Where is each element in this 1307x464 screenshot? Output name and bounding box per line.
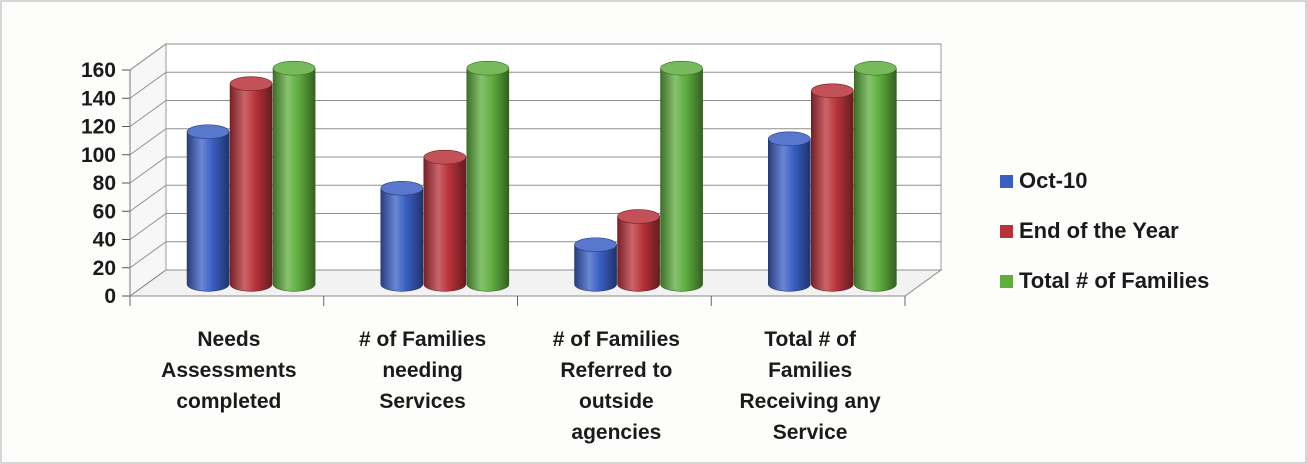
bar-body bbox=[768, 138, 811, 292]
bar-cap bbox=[380, 180, 424, 196]
y-tick-label: 100 bbox=[81, 144, 116, 167]
bar bbox=[811, 83, 854, 292]
category-label: Needs Assessments completed bbox=[161, 328, 296, 413]
bar-body bbox=[423, 156, 467, 292]
bar-cap bbox=[466, 60, 510, 76]
gridline-side bbox=[129, 71, 167, 99]
y-tick-label: 140 bbox=[81, 87, 116, 110]
bar bbox=[380, 180, 424, 292]
bar-body bbox=[574, 244, 617, 292]
bar-body bbox=[380, 187, 424, 292]
y-tick-label: 120 bbox=[81, 116, 116, 139]
bar-body bbox=[272, 67, 316, 292]
bar bbox=[186, 124, 230, 292]
legend-label: End of the Year bbox=[1019, 218, 1179, 243]
bar bbox=[423, 149, 467, 292]
y-tick-label: 160 bbox=[81, 59, 116, 82]
gridline-side bbox=[129, 156, 167, 184]
bar bbox=[466, 60, 510, 292]
category-label: # of Families Referred to outside agencies bbox=[553, 328, 680, 444]
legend-swatch bbox=[1000, 225, 1013, 238]
bar-body bbox=[466, 67, 510, 292]
legend-label: Total # of Families bbox=[1019, 268, 1209, 293]
bar bbox=[660, 60, 703, 292]
bar-body bbox=[617, 216, 660, 292]
gridline-side bbox=[129, 100, 167, 127]
bar-body bbox=[811, 90, 854, 292]
y-tick-label: 0 bbox=[104, 285, 116, 308]
bar bbox=[229, 76, 273, 292]
bar-cap bbox=[811, 83, 854, 99]
bar-cap bbox=[617, 209, 660, 224]
bar-body bbox=[660, 67, 703, 292]
legend: Oct-10 End of the Year Total # of Families bbox=[1000, 168, 1209, 293]
bar bbox=[768, 131, 811, 292]
bar-cap bbox=[229, 76, 273, 92]
category-label: Total # of Families Receiving any Service bbox=[740, 328, 882, 444]
y-tick-label: 60 bbox=[93, 200, 116, 223]
bar-cap bbox=[186, 124, 230, 140]
gridline-side bbox=[129, 241, 167, 269]
legend-swatch bbox=[1000, 175, 1013, 188]
x-axis-categories: Needs Assessments completed # of Families ne… bbox=[129, 296, 906, 444]
bar-body bbox=[186, 131, 230, 292]
bar-cap bbox=[272, 60, 316, 76]
bar-cap bbox=[660, 60, 703, 76]
bar-cap bbox=[768, 131, 811, 147]
bar-cap bbox=[574, 237, 617, 253]
y-tick-label: 40 bbox=[93, 229, 116, 252]
bar bbox=[854, 60, 897, 292]
gridline-side bbox=[129, 269, 167, 297]
legend-label: Oct-10 bbox=[1019, 168, 1087, 193]
bar bbox=[574, 237, 617, 292]
y-axis-ticks: 0 20 40 60 80 100 120 140 160 bbox=[81, 59, 131, 308]
bar-cap bbox=[423, 149, 467, 165]
category-label: # of Families needing Services bbox=[359, 328, 486, 413]
gridline-side bbox=[129, 43, 167, 71]
gridline-side bbox=[129, 128, 167, 156]
bar-body bbox=[229, 83, 273, 292]
legend-swatch bbox=[1000, 275, 1013, 288]
bar-cap bbox=[854, 60, 897, 76]
bar-body bbox=[854, 67, 897, 292]
gridline-side bbox=[129, 213, 167, 240]
bar bbox=[272, 60, 316, 292]
y-tick-label: 80 bbox=[93, 172, 116, 195]
y-tick-label: 20 bbox=[93, 257, 116, 280]
gridline-side bbox=[129, 184, 167, 212]
bar bbox=[617, 209, 660, 292]
bars bbox=[186, 60, 897, 292]
